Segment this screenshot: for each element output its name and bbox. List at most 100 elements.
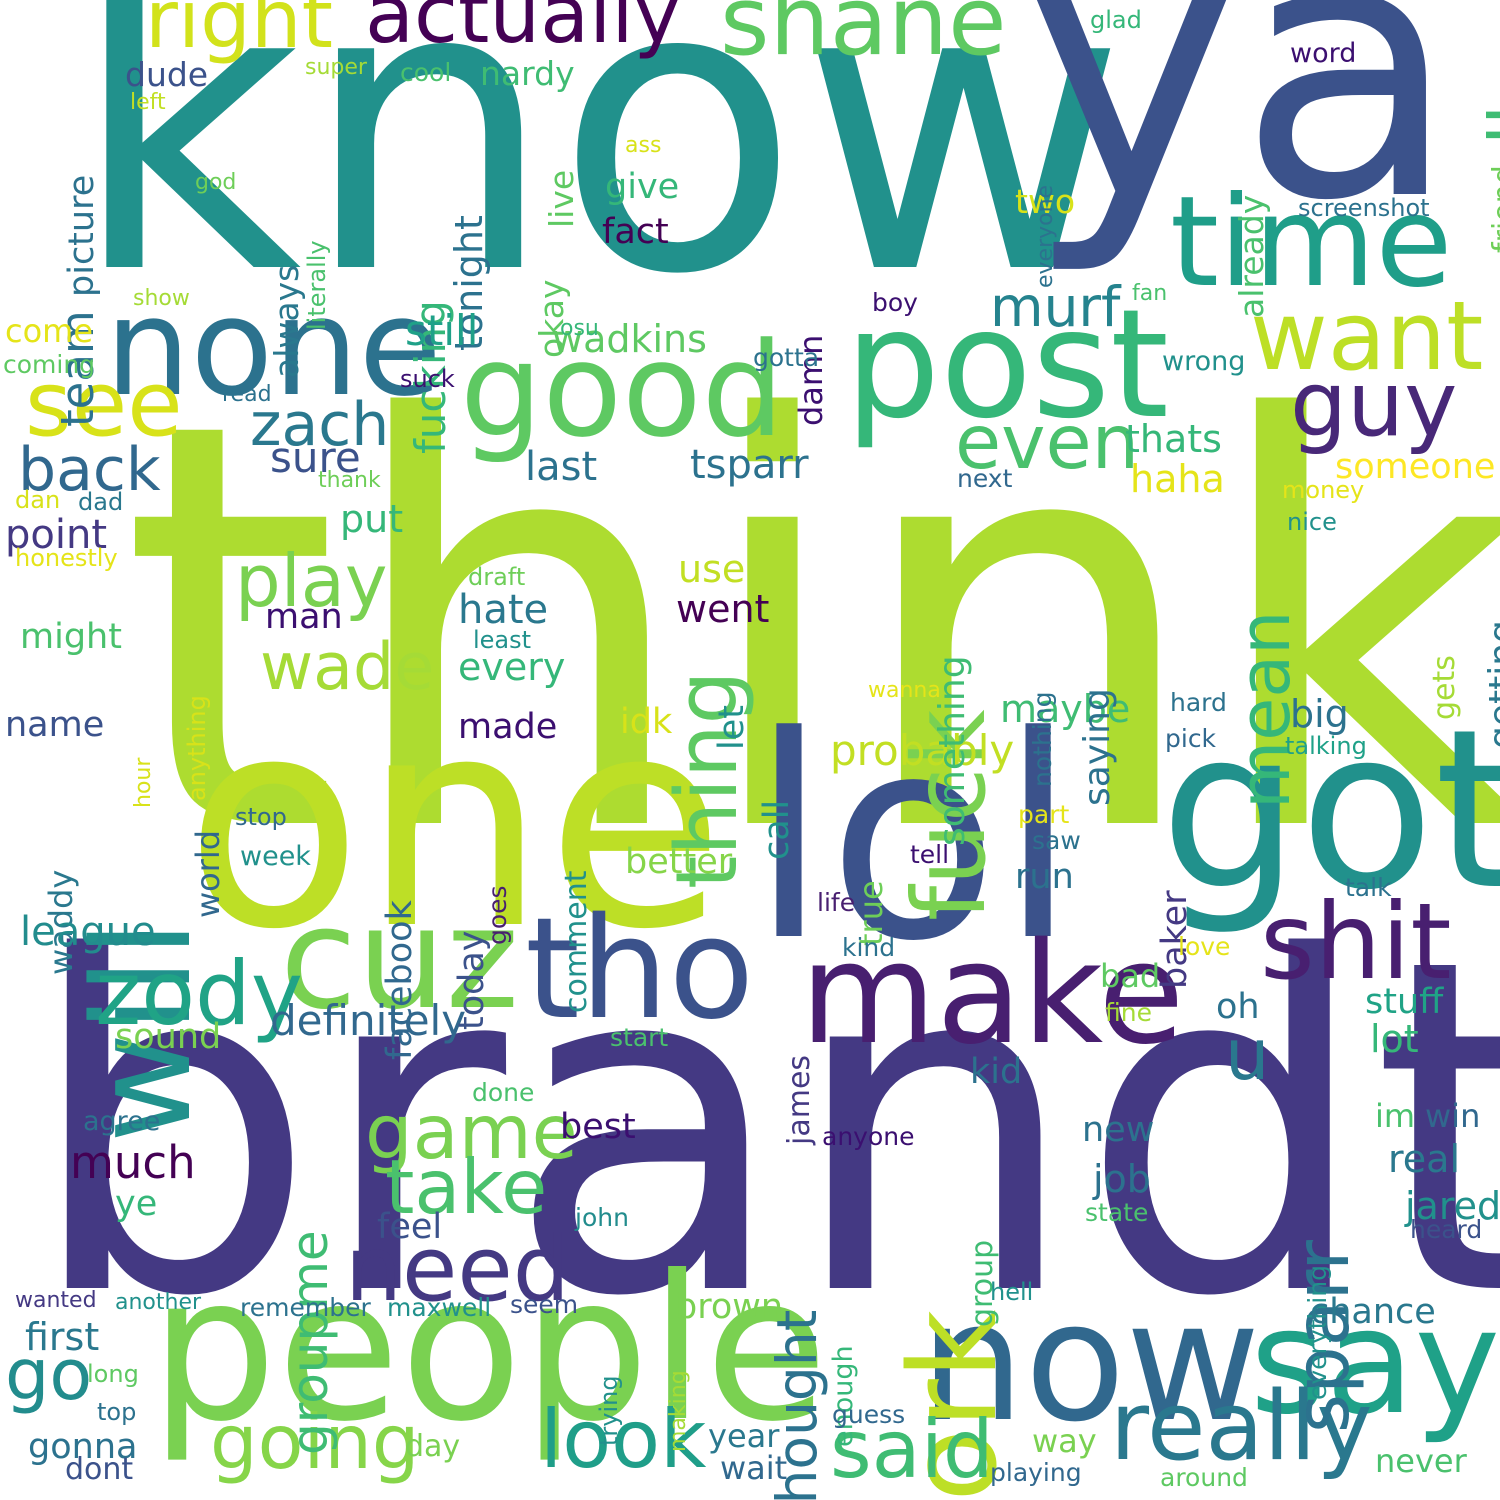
cloud-word: love	[1178, 932, 1231, 961]
cloud-word: screenshot	[1298, 194, 1430, 222]
cloud-word: oh	[1216, 987, 1260, 1027]
cloud-word: got	[1160, 682, 1500, 938]
cloud-word: really	[1110, 1372, 1373, 1482]
cloud-word: win	[1425, 1097, 1481, 1135]
cloud-word: think	[120, 304, 1500, 956]
cloud-word: look	[540, 1393, 707, 1486]
cloud-word: fine	[1105, 998, 1152, 1027]
cloud-word: bad	[1100, 957, 1161, 995]
cloud-word: dont	[65, 1452, 134, 1487]
cloud-word: trying	[595, 1375, 623, 1446]
cloud-word: suck	[400, 365, 455, 393]
cloud-word: playing	[990, 1458, 1082, 1487]
cloud-word: went	[676, 587, 770, 631]
cloud-word: honestly	[15, 544, 118, 572]
cloud-word: last	[525, 444, 598, 490]
cloud-word: cuz	[280, 878, 520, 1041]
cloud-word: god	[195, 170, 237, 195]
cloud-word: today	[452, 930, 492, 1030]
cloud-word: actually	[365, 0, 681, 61]
cloud-word: someone	[1335, 447, 1496, 487]
cloud-word: nice	[1287, 508, 1337, 536]
cloud-word: super	[305, 55, 367, 80]
cloud-word: tell	[910, 840, 950, 869]
cloud-word: fan	[1132, 281, 1168, 306]
cloud-word: back	[18, 435, 161, 505]
cloud-word: saw	[1032, 826, 1081, 855]
cloud-word: word	[1290, 38, 1357, 69]
cloud-word: osu	[560, 316, 599, 341]
cloud-word: feel	[377, 1207, 443, 1247]
cloud-word: left	[130, 90, 166, 115]
cloud-word: lol	[750, 677, 1077, 1003]
cloud-word: even	[955, 398, 1140, 486]
cloud-word: remember	[240, 1293, 371, 1322]
cloud-word: sure	[270, 433, 361, 482]
cloud-word: lot	[1370, 1017, 1419, 1061]
cloud-word: play	[235, 539, 388, 623]
cloud-word: better	[625, 842, 733, 882]
cloud-word: definitely	[270, 996, 467, 1045]
cloud-word: u	[1225, 1014, 1270, 1096]
cloud-word: kind	[842, 933, 896, 962]
cloud-word: talking	[1285, 732, 1367, 760]
cloud-word: stuff	[1365, 982, 1444, 1022]
cloud-word: murf	[990, 275, 1121, 339]
cloud-word: seem	[510, 1290, 579, 1319]
cloud-word: im	[1375, 1097, 1416, 1135]
cloud-word: time	[1170, 170, 1453, 315]
cloud-word: brown	[675, 1287, 784, 1327]
cloud-word: made	[458, 707, 558, 747]
cloud-word: ya	[1025, 0, 1459, 279]
cloud-word: long	[87, 1360, 139, 1388]
cloud-word: guess	[832, 1400, 906, 1429]
cloud-word: groupme	[281, 1230, 339, 1455]
cloud-word: dad	[78, 488, 124, 516]
cloud-word: literally	[303, 240, 331, 330]
cloud-word: way	[1032, 1422, 1097, 1460]
cloud-word: john	[575, 1203, 629, 1232]
cloud-word: pick	[1165, 724, 1217, 753]
cloud-word: friend	[1487, 165, 1500, 253]
cloud-word: tho	[525, 888, 755, 1051]
cloud-word: want	[1250, 282, 1484, 392]
cloud-word: zody	[95, 942, 303, 1045]
cloud-word: good	[460, 314, 785, 466]
cloud-word: might	[20, 617, 122, 657]
cloud-word: people	[150, 1233, 828, 1466]
cloud-word: tsparr	[690, 442, 809, 488]
cloud-word: hour	[131, 757, 156, 808]
cloud-word: said	[830, 1403, 994, 1496]
cloud-word: stop	[235, 803, 287, 831]
cloud-word: shit	[1260, 881, 1452, 1003]
cloud-word: see	[25, 352, 183, 457]
cloud-word: part	[1018, 800, 1070, 829]
cloud-word: gotta	[753, 343, 820, 372]
cloud-word: right	[145, 0, 333, 66]
cloud-word: hard	[1170, 688, 1227, 717]
cloud-word: coming	[3, 350, 96, 379]
cloud-word: never	[1375, 1442, 1467, 1480]
cloud-word: take	[385, 1143, 548, 1231]
cloud-word: hate	[458, 587, 549, 633]
cloud-word: getting	[1482, 620, 1500, 749]
cloud-word: world	[189, 829, 227, 918]
cloud-word: talk	[1345, 873, 1392, 902]
cloud-word: year	[708, 1417, 780, 1455]
cloud-word: ye	[115, 1184, 158, 1224]
cloud-word: making	[666, 1370, 691, 1452]
cloud-word: week	[240, 841, 311, 872]
cloud-word: every	[458, 645, 566, 689]
cloud-word: still	[405, 306, 479, 355]
cloud-word: anyone	[822, 1122, 915, 1151]
cloud-word: call	[757, 799, 797, 860]
cloud-word: none	[105, 269, 442, 426]
cloud-word: go	[5, 1334, 93, 1416]
cloud-word: wade	[260, 630, 435, 705]
cloud-word: best	[560, 1107, 636, 1147]
cloud-word: gets	[1427, 655, 1462, 720]
cloud-word: done	[472, 1078, 535, 1107]
cloud-word: day	[405, 1429, 461, 1464]
cloud-word: thank	[318, 468, 381, 493]
cloud-word: always	[267, 264, 306, 378]
